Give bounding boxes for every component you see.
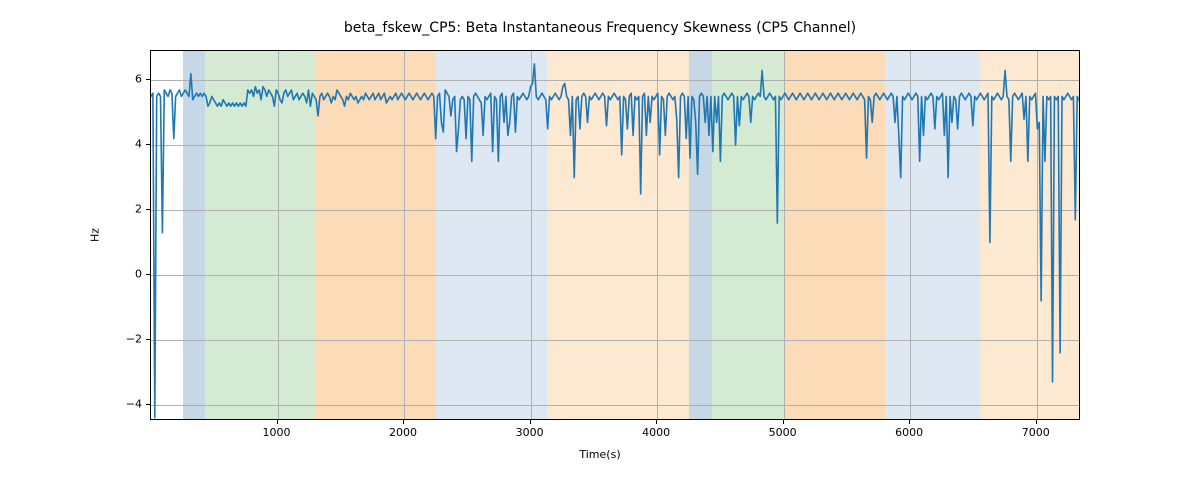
x-tick (783, 420, 784, 424)
x-axis-label: Time(s) (0, 448, 1200, 461)
line-series (151, 51, 1080, 420)
y-tick (146, 404, 150, 405)
y-tick (146, 209, 150, 210)
x-tick-label: 6000 (895, 426, 923, 439)
x-tick-label: 7000 (1022, 426, 1050, 439)
x-tick (403, 420, 404, 424)
x-tick-label: 2000 (389, 426, 417, 439)
y-tick-label: 6 (122, 73, 142, 86)
x-tick (656, 420, 657, 424)
x-tick (909, 420, 910, 424)
y-tick (146, 144, 150, 145)
figure: beta_fskew_CP5: Beta Instantaneous Frequ… (0, 0, 1200, 500)
x-tick (277, 420, 278, 424)
x-tick-label: 4000 (642, 426, 670, 439)
plot-area (150, 50, 1080, 420)
x-tick (1036, 420, 1037, 424)
x-tick (530, 420, 531, 424)
x-tick-label: 5000 (769, 426, 797, 439)
x-tick-label: 3000 (516, 426, 544, 439)
x-tick-label: 1000 (263, 426, 291, 439)
y-tick-label: −4 (122, 397, 142, 410)
y-tick (146, 339, 150, 340)
y-tick (146, 79, 150, 80)
y-axis-label: Hz (89, 228, 102, 242)
y-tick-label: 4 (122, 138, 142, 151)
y-tick-label: 0 (122, 267, 142, 280)
y-tick (146, 274, 150, 275)
y-tick-label: −2 (122, 332, 142, 345)
y-tick-label: 2 (122, 203, 142, 216)
chart-title: beta_fskew_CP5: Beta Instantaneous Frequ… (0, 20, 1200, 36)
